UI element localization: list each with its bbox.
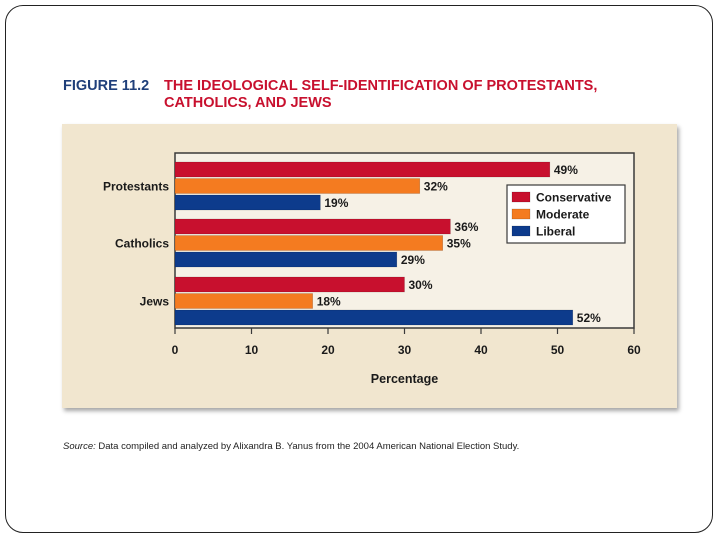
bar-jews-conservative	[174, 276, 405, 293]
legend-label-liberal: Liberal	[536, 225, 575, 239]
chart-panel: Protestants 49% 32% 19% Catholics 36% 35% 29% Je…	[62, 124, 677, 408]
source-note: Source: Data compiled and analyzed by Al…	[63, 441, 519, 452]
data-label-jews-liberal: 52%	[577, 311, 601, 325]
source-label: Source:	[63, 441, 96, 452]
bar-jews-moderate	[174, 293, 313, 309]
bar-protestants-conservative	[174, 161, 551, 178]
x-tick-label-50: 50	[551, 343, 565, 357]
source-text: Data compiled and analyzed by Alixandra …	[98, 441, 520, 452]
x-tick-label-40: 40	[474, 343, 488, 357]
x-tick-label-30: 30	[398, 343, 412, 357]
data-label-catholics-conservative: 36%	[454, 220, 478, 234]
legend-label-conservative: Conservative	[536, 191, 612, 205]
data-label-catholics-liberal: 29%	[401, 253, 425, 267]
x-tick-label-10: 10	[245, 343, 259, 357]
legend-swatch-conservative	[511, 191, 531, 203]
bar-catholics-liberal	[174, 251, 398, 268]
data-label-catholics-moderate: 35%	[447, 237, 471, 251]
data-label-protestants-moderate: 32%	[424, 180, 448, 194]
category-label-protestants: Protestants	[103, 180, 169, 194]
x-axis-title: Percentage	[371, 372, 438, 386]
bar-chart: Protestants 49% 32% 19% Catholics 36% 35% 29% Je…	[103, 152, 641, 386]
x-tick-label-20: 20	[321, 343, 335, 357]
bar-protestants-liberal	[174, 194, 321, 211]
x-tick-label-0: 0	[172, 343, 179, 357]
data-label-protestants-liberal: 19%	[324, 196, 348, 210]
figure-label: FIGURE 11.2	[63, 78, 150, 94]
legend-swatch-liberal	[511, 225, 531, 237]
figure-title-text: THE IDEOLOGICAL SELF-IDENTIFICATION OF P…	[164, 78, 598, 111]
bar-catholics-conservative	[174, 218, 451, 235]
category-label-jews: Jews	[140, 295, 170, 309]
bar-catholics-moderate	[174, 235, 443, 251]
data-label-protestants-conservative: 49%	[554, 163, 578, 177]
legend-swatch-moderate	[511, 208, 531, 220]
x-tick-label-60: 60	[627, 343, 641, 357]
data-label-jews-moderate: 18%	[317, 295, 341, 309]
category-label-catholics: Catholics	[115, 237, 169, 251]
bar-protestants-moderate	[174, 178, 421, 194]
data-label-jews-conservative: 30%	[409, 278, 433, 292]
bar-jews-liberal	[174, 309, 574, 326]
legend-label-moderate: Moderate	[536, 208, 590, 222]
